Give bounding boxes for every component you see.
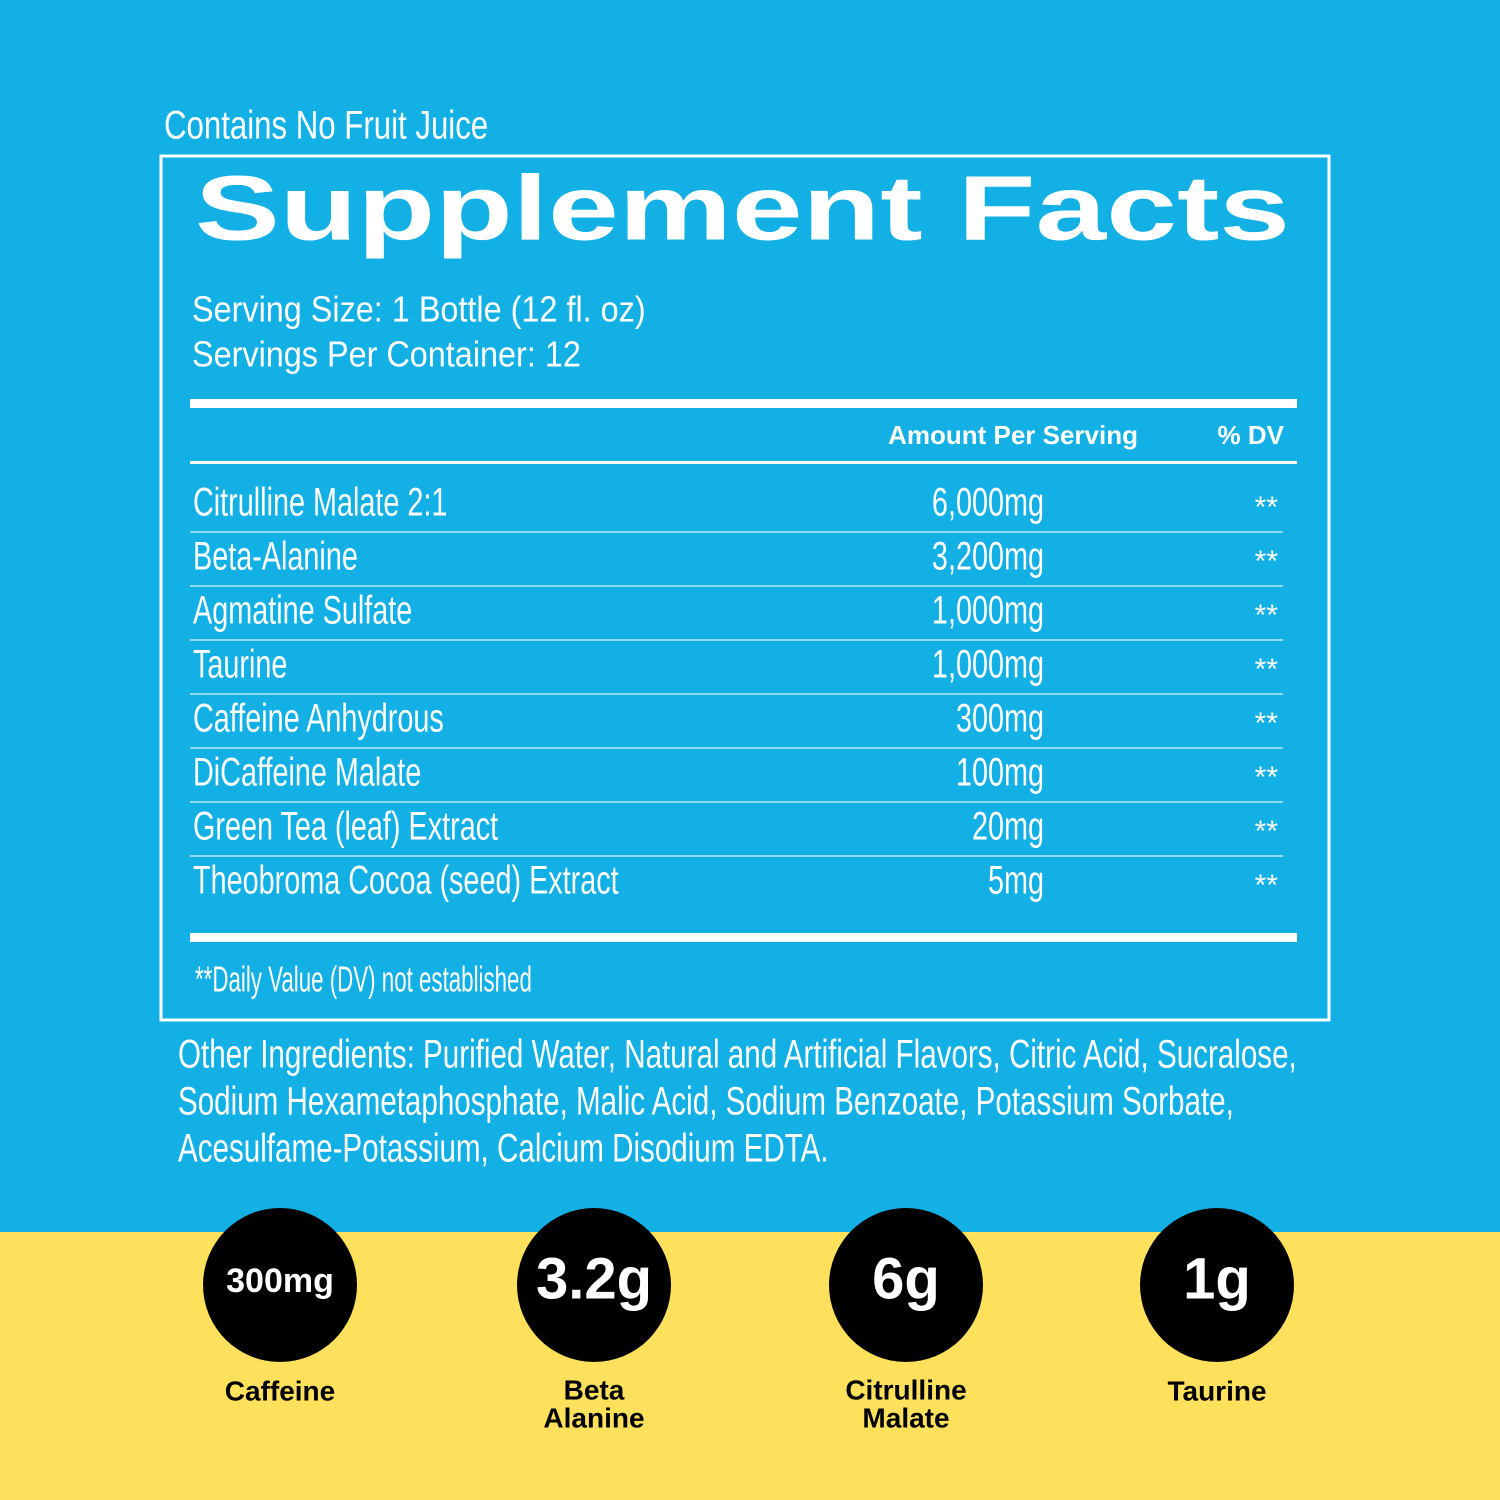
thick-rule [190, 399, 1297, 408]
column-header: % DV [1218, 420, 1285, 450]
highlight-label: Caffeine [225, 1375, 335, 1406]
thick-rule [190, 933, 1297, 942]
highlight-amount: 300mg [226, 1262, 334, 1300]
ingredient-name: Beta-Alanine [193, 534, 358, 579]
servings-per-container: Servings Per Container: 12 [192, 335, 581, 375]
ingredient-amount: 100mg [956, 750, 1044, 795]
ingredient-amount: 1,000mg [932, 588, 1044, 633]
daily-value: ** [1255, 653, 1279, 686]
ingredient-amount: 20mg [972, 804, 1044, 849]
other-ingredients-line: Acesulfame-Potassium, Calcium Disodium E… [178, 1126, 829, 1170]
daily-value: ** [1255, 491, 1279, 524]
ingredient-amount: 5mg [988, 858, 1044, 903]
highlight-label: Alanine [543, 1402, 644, 1433]
highlight-label: Taurine [1167, 1375, 1266, 1406]
ingredient-amount: 3,200mg [932, 534, 1044, 579]
ingredient-name: Citrulline Malate 2:1 [193, 480, 447, 525]
ingredient-name: Agmatine Sulfate [193, 588, 412, 633]
column-header: Amount Per Serving [888, 420, 1138, 450]
ingredient-name: Theobroma Cocoa (seed) Extract [193, 858, 619, 903]
other-ingredients-line: Sodium Hexametaphosphate, Malic Acid, So… [178, 1079, 1234, 1123]
daily-value: ** [1255, 761, 1279, 794]
highlight-label: Citrulline [845, 1374, 966, 1405]
title: Supplement Facts [195, 157, 1290, 259]
highlight-amount: 1g [1183, 1246, 1251, 1311]
footnote: **Daily Value (DV) not established [195, 960, 532, 1000]
note: Contains No Fruit Juice [164, 103, 488, 148]
highlight-amount: 6g [872, 1246, 940, 1311]
ingredient-amount: 300mg [956, 696, 1044, 741]
daily-value: ** [1255, 869, 1279, 902]
header-rule [190, 461, 1297, 464]
facts-box [159, 154, 1331, 1022]
highlight-amount: 3.2g [536, 1246, 652, 1311]
daily-value: ** [1255, 599, 1279, 632]
ingredient-name: Taurine [193, 642, 287, 687]
highlight-badge [1140, 1208, 1294, 1362]
blue-background [0, 0, 1500, 1232]
ingredient-name: DiCaffeine Malate [193, 750, 421, 795]
daily-value: ** [1255, 545, 1279, 578]
ingredient-amount: 1,000mg [932, 642, 1044, 687]
ingredient-name: Green Tea (leaf) Extract [193, 804, 498, 849]
highlight-label: Malate [862, 1402, 949, 1433]
ingredient-name: Caffeine Anhydrous [193, 696, 444, 741]
serving-size: Serving Size: 1 Bottle (12 fl. oz) [192, 290, 646, 330]
highlight-label: Beta [564, 1374, 625, 1405]
highlight-badge [517, 1208, 671, 1362]
ingredient-amount: 6,000mg [932, 480, 1044, 525]
daily-value: ** [1255, 815, 1279, 848]
highlight-badge [203, 1208, 357, 1362]
highlight-badge [829, 1208, 983, 1362]
other-ingredients-line: Other Ingredients: Purified Water, Natur… [178, 1032, 1297, 1076]
daily-value: ** [1255, 707, 1279, 740]
